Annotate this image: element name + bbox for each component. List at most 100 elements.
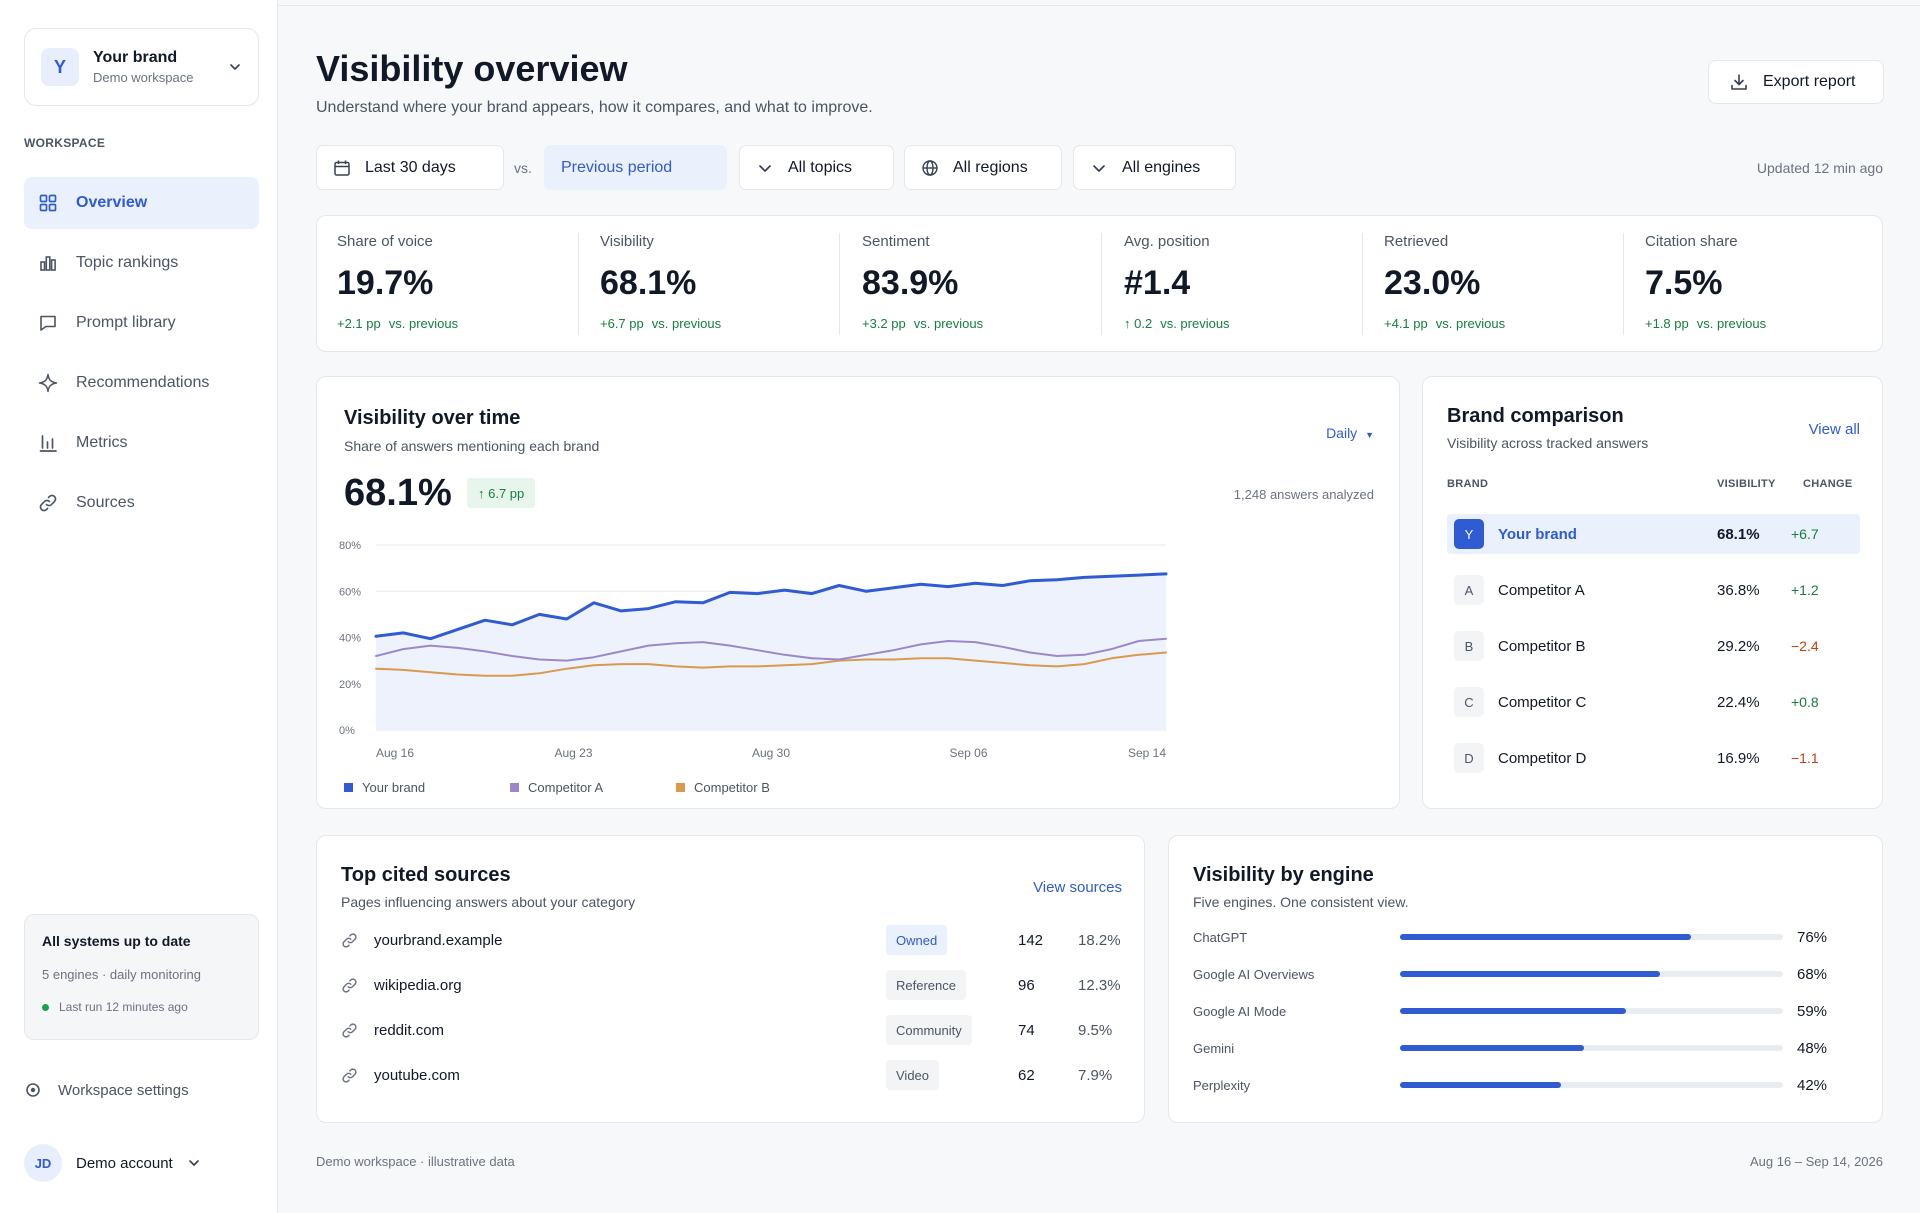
- avatar: JD: [24, 1144, 62, 1182]
- kpi-value: 68.1%: [600, 264, 697, 302]
- source-domain-link[interactable]: reddit.com: [374, 1021, 445, 1039]
- kpi-avg-position[interactable]: Avg. position #1.4 ↑ 0.2 vs. previous: [1101, 216, 1230, 353]
- export-report-button[interactable]: Export report: [1708, 60, 1884, 104]
- legend-swatch: [344, 783, 353, 792]
- brand-visibility: 29.2%: [1717, 637, 1760, 655]
- engine-name: ChatGPT: [1193, 929, 1248, 945]
- card-title: Visibility by engine: [1193, 864, 1374, 886]
- topics-filter[interactable]: All topics: [739, 145, 894, 190]
- source-count: 96: [1018, 976, 1035, 994]
- view-all-link[interactable]: View all: [1808, 421, 1860, 438]
- kpi-delta-suffix: vs. previous: [1160, 316, 1230, 331]
- brand-row-your-brand[interactable]: Y Your brand 68.1% +6.7: [1447, 514, 1860, 554]
- updated-timestamp: Updated 12 min ago: [1756, 160, 1883, 176]
- brand-row-competitor-a[interactable]: A Competitor A 36.8% +1.2: [1447, 570, 1860, 610]
- chevron-down-icon: ▼: [1365, 430, 1374, 440]
- account-menu[interactable]: JD Demo account: [24, 1144, 201, 1182]
- brand-row-competitor-d[interactable]: D Competitor D 16.9% −1.1: [1447, 738, 1860, 778]
- x-tick-label: Aug 23: [554, 746, 592, 760]
- sidebar-item-overview[interactable]: Overview: [24, 177, 259, 229]
- sidebar-item-metrics[interactable]: Metrics: [24, 417, 259, 469]
- kpi-delta: +1.8 pp vs. previous: [1645, 316, 1766, 331]
- brand-visibility: 16.9%: [1717, 749, 1760, 767]
- kpi-delta: +6.7 pp vs. previous: [600, 316, 721, 331]
- link-icon: [341, 1067, 358, 1084]
- engine-name: Perplexity: [1193, 1077, 1251, 1093]
- y-tick-label: 20%: [339, 679, 361, 691]
- brand-initial: C: [1454, 687, 1484, 717]
- sidebar-item-topic-rankings[interactable]: Topic rankings: [24, 237, 259, 289]
- footer-note: Demo workspace · illustrative data: [316, 1154, 515, 1169]
- kpi-visibility[interactable]: Visibility 68.1% +6.7 pp vs. previous: [578, 216, 721, 353]
- source-row: yourbrand.example Owned 142 18.2%: [341, 925, 1130, 955]
- visibility-by-engine-card: Visibility by engine Five engines. One c…: [1168, 835, 1883, 1123]
- link-icon: [341, 977, 358, 994]
- brand-row-competitor-b[interactable]: B Competitor B 29.2% −2.4: [1447, 626, 1860, 666]
- engine-row-google-ai-overviews: Google AI Overviews 68%: [1193, 962, 1833, 986]
- compare-period-select[interactable]: Previous period: [544, 145, 727, 190]
- source-share: 9.5%: [1078, 1021, 1113, 1039]
- visibility-value: 68.1%: [344, 472, 452, 514]
- sidebar-item-recommendations[interactable]: Recommendations: [24, 357, 259, 409]
- engines-filter[interactable]: All engines: [1073, 145, 1236, 190]
- engine-bar-fill: [1400, 1008, 1626, 1014]
- kpi-share-of-voice[interactable]: Share of voice 19.7% +2.1 pp vs. previous: [317, 216, 458, 353]
- globe-icon: [921, 159, 939, 177]
- brand-switcher[interactable]: Y Your brand Demo workspace: [24, 28, 259, 106]
- kpi-delta: +2.1 pp vs. previous: [337, 316, 458, 331]
- card-subtitle: Five engines. One consistent view.: [1193, 894, 1409, 910]
- sidebar-item-sources[interactable]: Sources: [24, 477, 259, 529]
- kpi-delta-value: ↑ 0.2: [1124, 316, 1153, 331]
- kpi-delta: +3.2 pp vs. previous: [862, 316, 983, 331]
- granularity-select[interactable]: Daily ▼: [1326, 425, 1374, 441]
- vs-label: vs.: [514, 160, 532, 176]
- engine-row-chatgpt: ChatGPT 76%: [1193, 925, 1833, 949]
- column-header-visibility: VISIBILITY: [1717, 478, 1776, 490]
- kpi-delta-value: +4.1 pp: [1384, 316, 1428, 331]
- brand-initial: Y: [1454, 519, 1484, 549]
- engine-pct: 48%: [1797, 1039, 1828, 1057]
- brand-change: −1.1: [1791, 750, 1819, 766]
- kpi-value: 23.0%: [1384, 264, 1481, 302]
- regions-label: All regions: [953, 158, 1028, 176]
- engine-pct: 68%: [1797, 965, 1828, 983]
- source-count: 142: [1018, 931, 1044, 949]
- metrics-icon: [38, 433, 58, 453]
- kpi-label: Citation share: [1645, 233, 1738, 250]
- engine-name: Google AI Mode: [1193, 1003, 1287, 1019]
- workspace-settings-link[interactable]: Workspace settings: [24, 1076, 189, 1104]
- source-count: 74: [1018, 1021, 1035, 1039]
- page-subtitle: Understand where your brand appears, how…: [316, 99, 873, 116]
- regions-filter[interactable]: All regions: [904, 145, 1062, 190]
- kpi-retrieved[interactable]: Retrieved 23.0% +4.1 pp vs. previous: [1362, 216, 1505, 353]
- card-subtitle: Share of answers mentioning each brand: [344, 438, 600, 454]
- brand-row-competitor-c[interactable]: C Competitor C 22.4% +0.8: [1447, 682, 1860, 722]
- kpi-label: Retrieved: [1384, 233, 1449, 250]
- kpi-citation-share[interactable]: Citation share 7.5% +1.8 pp vs. previous: [1623, 216, 1766, 353]
- date-range-select[interactable]: Last 30 days: [316, 145, 504, 190]
- kpi-sentiment[interactable]: Sentiment 83.9% +3.2 pp vs. previous: [839, 216, 983, 353]
- engine-bar-track: [1400, 971, 1783, 977]
- link-icon: [38, 493, 58, 513]
- brand-initial: A: [1454, 575, 1484, 605]
- kpi-label: Avg. position: [1124, 233, 1210, 250]
- kpi-divider: [1623, 233, 1624, 335]
- sidebar: Y Your brand Demo workspace WORKSPACE Ov…: [0, 0, 278, 1213]
- brand-name: Your brand: [93, 49, 178, 66]
- source-domain-link[interactable]: yourbrand.example: [374, 931, 503, 949]
- series-line-competitor-b: [375, 651, 1167, 677]
- series-line-competitor-a: [375, 637, 1167, 662]
- sidebar-item-prompt-library[interactable]: Prompt library: [24, 297, 259, 349]
- source-domain-link[interactable]: youtube.com: [374, 1066, 460, 1084]
- source-domain-link[interactable]: wikipedia.org: [374, 976, 462, 994]
- kpi-delta-value: +1.8 pp: [1645, 316, 1689, 331]
- source-row: reddit.com Community 74 9.5%: [341, 1015, 1130, 1045]
- brand-name: Competitor A: [1498, 581, 1585, 599]
- status-last-run: Last run 12 minutes ago: [42, 1000, 241, 1014]
- card-subtitle: Pages influencing answers about your cat…: [341, 894, 636, 910]
- view-sources-link[interactable]: View sources: [1033, 879, 1122, 896]
- engine-pct: 42%: [1797, 1076, 1828, 1094]
- brand-text: Your brand Demo workspace: [93, 49, 228, 85]
- account-name: Demo account: [76, 1154, 173, 1172]
- kpi-value: 83.9%: [862, 264, 959, 302]
